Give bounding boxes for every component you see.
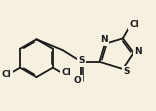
Text: S: S [78,56,85,65]
Text: N: N [134,47,142,56]
Text: S: S [123,67,130,76]
Text: Cl: Cl [2,70,11,79]
Text: O: O [74,76,81,85]
Text: N: N [100,35,108,44]
Text: Cl: Cl [130,20,139,29]
Text: Cl: Cl [62,68,71,77]
